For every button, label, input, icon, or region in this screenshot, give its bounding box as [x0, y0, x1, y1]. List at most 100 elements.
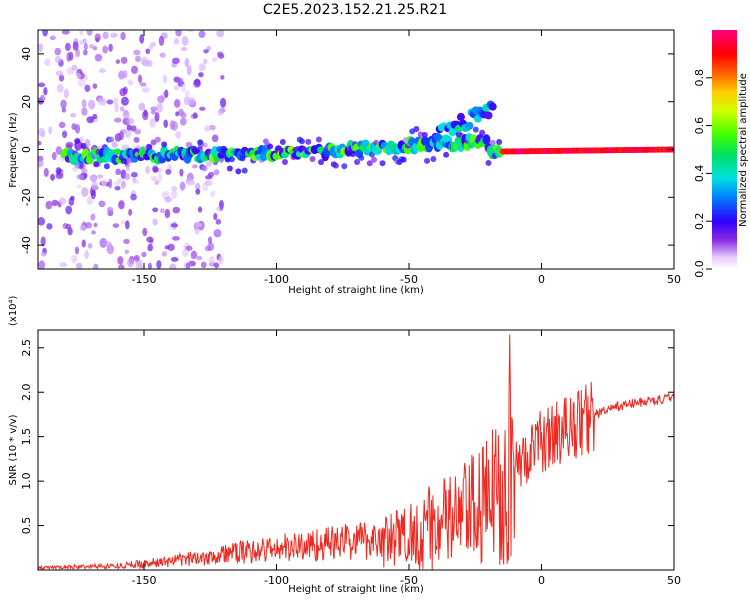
heatmap-cell: [55, 171, 64, 179]
heatmap-cell: [102, 45, 109, 54]
heatmap-cell: [141, 87, 150, 93]
heatmap-cell: [133, 49, 141, 56]
heatmap-cell: [213, 169, 220, 176]
heatmap-cell: [159, 208, 165, 214]
heatmap-cell: [90, 189, 96, 200]
heatmap-cell: [150, 175, 158, 182]
heatmap-cell: [216, 30, 221, 37]
heatmap-cell: [59, 262, 68, 267]
heatmap-cell: [51, 199, 59, 207]
heatmap-cell: [175, 30, 182, 37]
heatmap-cell: [183, 96, 191, 106]
heatmap-cell: [91, 230, 96, 235]
heatmap-cell: [315, 136, 322, 143]
heatmap-cell: [81, 168, 88, 174]
heatmap-cell: [192, 112, 198, 119]
heatmap-cell: [318, 159, 325, 166]
x-tick-label-bottom: -150: [132, 574, 157, 587]
heatmap-cell: [77, 79, 86, 87]
heatmap-cell: [456, 112, 465, 121]
heatmap-cell: [115, 59, 121, 64]
heatmap-cell: [156, 260, 162, 269]
heatmap-cell: [197, 206, 203, 213]
heatmap-cell: [58, 121, 66, 129]
heatmap-cell: [180, 46, 188, 52]
heatmap-cell: [86, 30, 93, 36]
y-tick-label-top: -20: [20, 188, 33, 206]
heatmap-cell: [354, 158, 361, 165]
heatmap-cell: [81, 187, 89, 197]
heatmap-cell: [488, 102, 497, 111]
heatmap-cell: [298, 138, 305, 145]
y-tick-label-bottom: 2.0: [20, 383, 33, 401]
heatmap-cell: [413, 125, 420, 132]
colorbar-tick-label: 0.6: [693, 117, 706, 135]
heatmap-cell: [154, 111, 160, 122]
heatmap-cell: [120, 56, 128, 64]
heatmap-cell: [171, 185, 178, 192]
heatmap-cell: [267, 143, 274, 150]
chart-title: C2E5.2023.152.21.25.R21: [263, 2, 447, 18]
heatmap-cell: [170, 223, 179, 228]
heatmap-cell: [49, 35, 56, 41]
heatmap-cell: [201, 165, 208, 172]
heatmap-cell: [484, 111, 493, 120]
heatmap-cell: [154, 180, 159, 186]
snr-y-label: SNR (10 * v/v): [8, 414, 19, 485]
heatmap-cell: [124, 172, 131, 181]
heatmap-cell: [430, 155, 437, 162]
heatmap-cell: [46, 223, 53, 230]
heatmap-cell: [118, 131, 124, 141]
heatmap-cell: [161, 141, 168, 148]
y-tick-label-bottom: 0.5: [20, 517, 33, 535]
x-tick-label-bottom: -50: [400, 574, 418, 587]
heatmap-cell: [113, 181, 121, 186]
heatmap-cell: [181, 36, 189, 46]
heatmap-cell: [93, 222, 98, 228]
heatmap-cell: [81, 239, 86, 248]
heatmap-cell: [207, 236, 212, 244]
heatmap-cell: [175, 111, 180, 117]
heatmap-cell: [100, 179, 108, 187]
heatmap-cell: [65, 205, 73, 215]
heatmap-cell: [194, 228, 200, 235]
heatmap-cell: [98, 200, 106, 208]
heatmap-cell: [40, 94, 46, 103]
heatmap-cell: [80, 142, 87, 149]
heatmap-cell: [219, 97, 227, 108]
heatmap-cell: [496, 138, 503, 145]
heatmap-cell: [38, 140, 42, 146]
heatmap-cell: [228, 156, 235, 163]
heatmap-cell: [152, 218, 158, 226]
y-tick-label-bottom: 1.0: [20, 472, 33, 490]
heatmap-cell: [154, 136, 161, 143]
heatmap-area: [38, 30, 674, 269]
heatmap-cell: [146, 144, 153, 151]
x-tick-label-top: -150: [132, 273, 157, 286]
y-tick-label-bottom: 1.5: [20, 428, 33, 446]
heatmap-cell: [204, 180, 213, 186]
heatmap-cell: [241, 167, 248, 174]
x-tick-label-bottom: 50: [667, 574, 681, 587]
heatmap-cell: [69, 113, 77, 118]
heatmap-cell: [92, 113, 98, 120]
heatmap-cell: [72, 41, 79, 51]
heatmap-cell: [130, 125, 137, 132]
heatmap-cell: [194, 182, 201, 191]
heatmap-cell: [127, 79, 134, 86]
heatmap-cell: [177, 77, 184, 83]
heatmap-cell: [61, 107, 67, 113]
heatmap-cell: [366, 160, 373, 167]
heatmap-cell: [170, 257, 179, 262]
heatmap-cell: [156, 102, 163, 113]
heatmap-cell: [150, 106, 158, 112]
heatmap-cell: [131, 65, 139, 74]
heatmap-cell: [185, 245, 193, 251]
heatmap-cell: [196, 255, 203, 261]
heatmap-cell: [98, 68, 106, 74]
heatmap-cell: [171, 236, 180, 241]
heatmap-cell: [42, 30, 48, 37]
heatmap-cell: [118, 200, 125, 210]
spectrogram-y-label: Frequency (Hz): [8, 112, 19, 188]
